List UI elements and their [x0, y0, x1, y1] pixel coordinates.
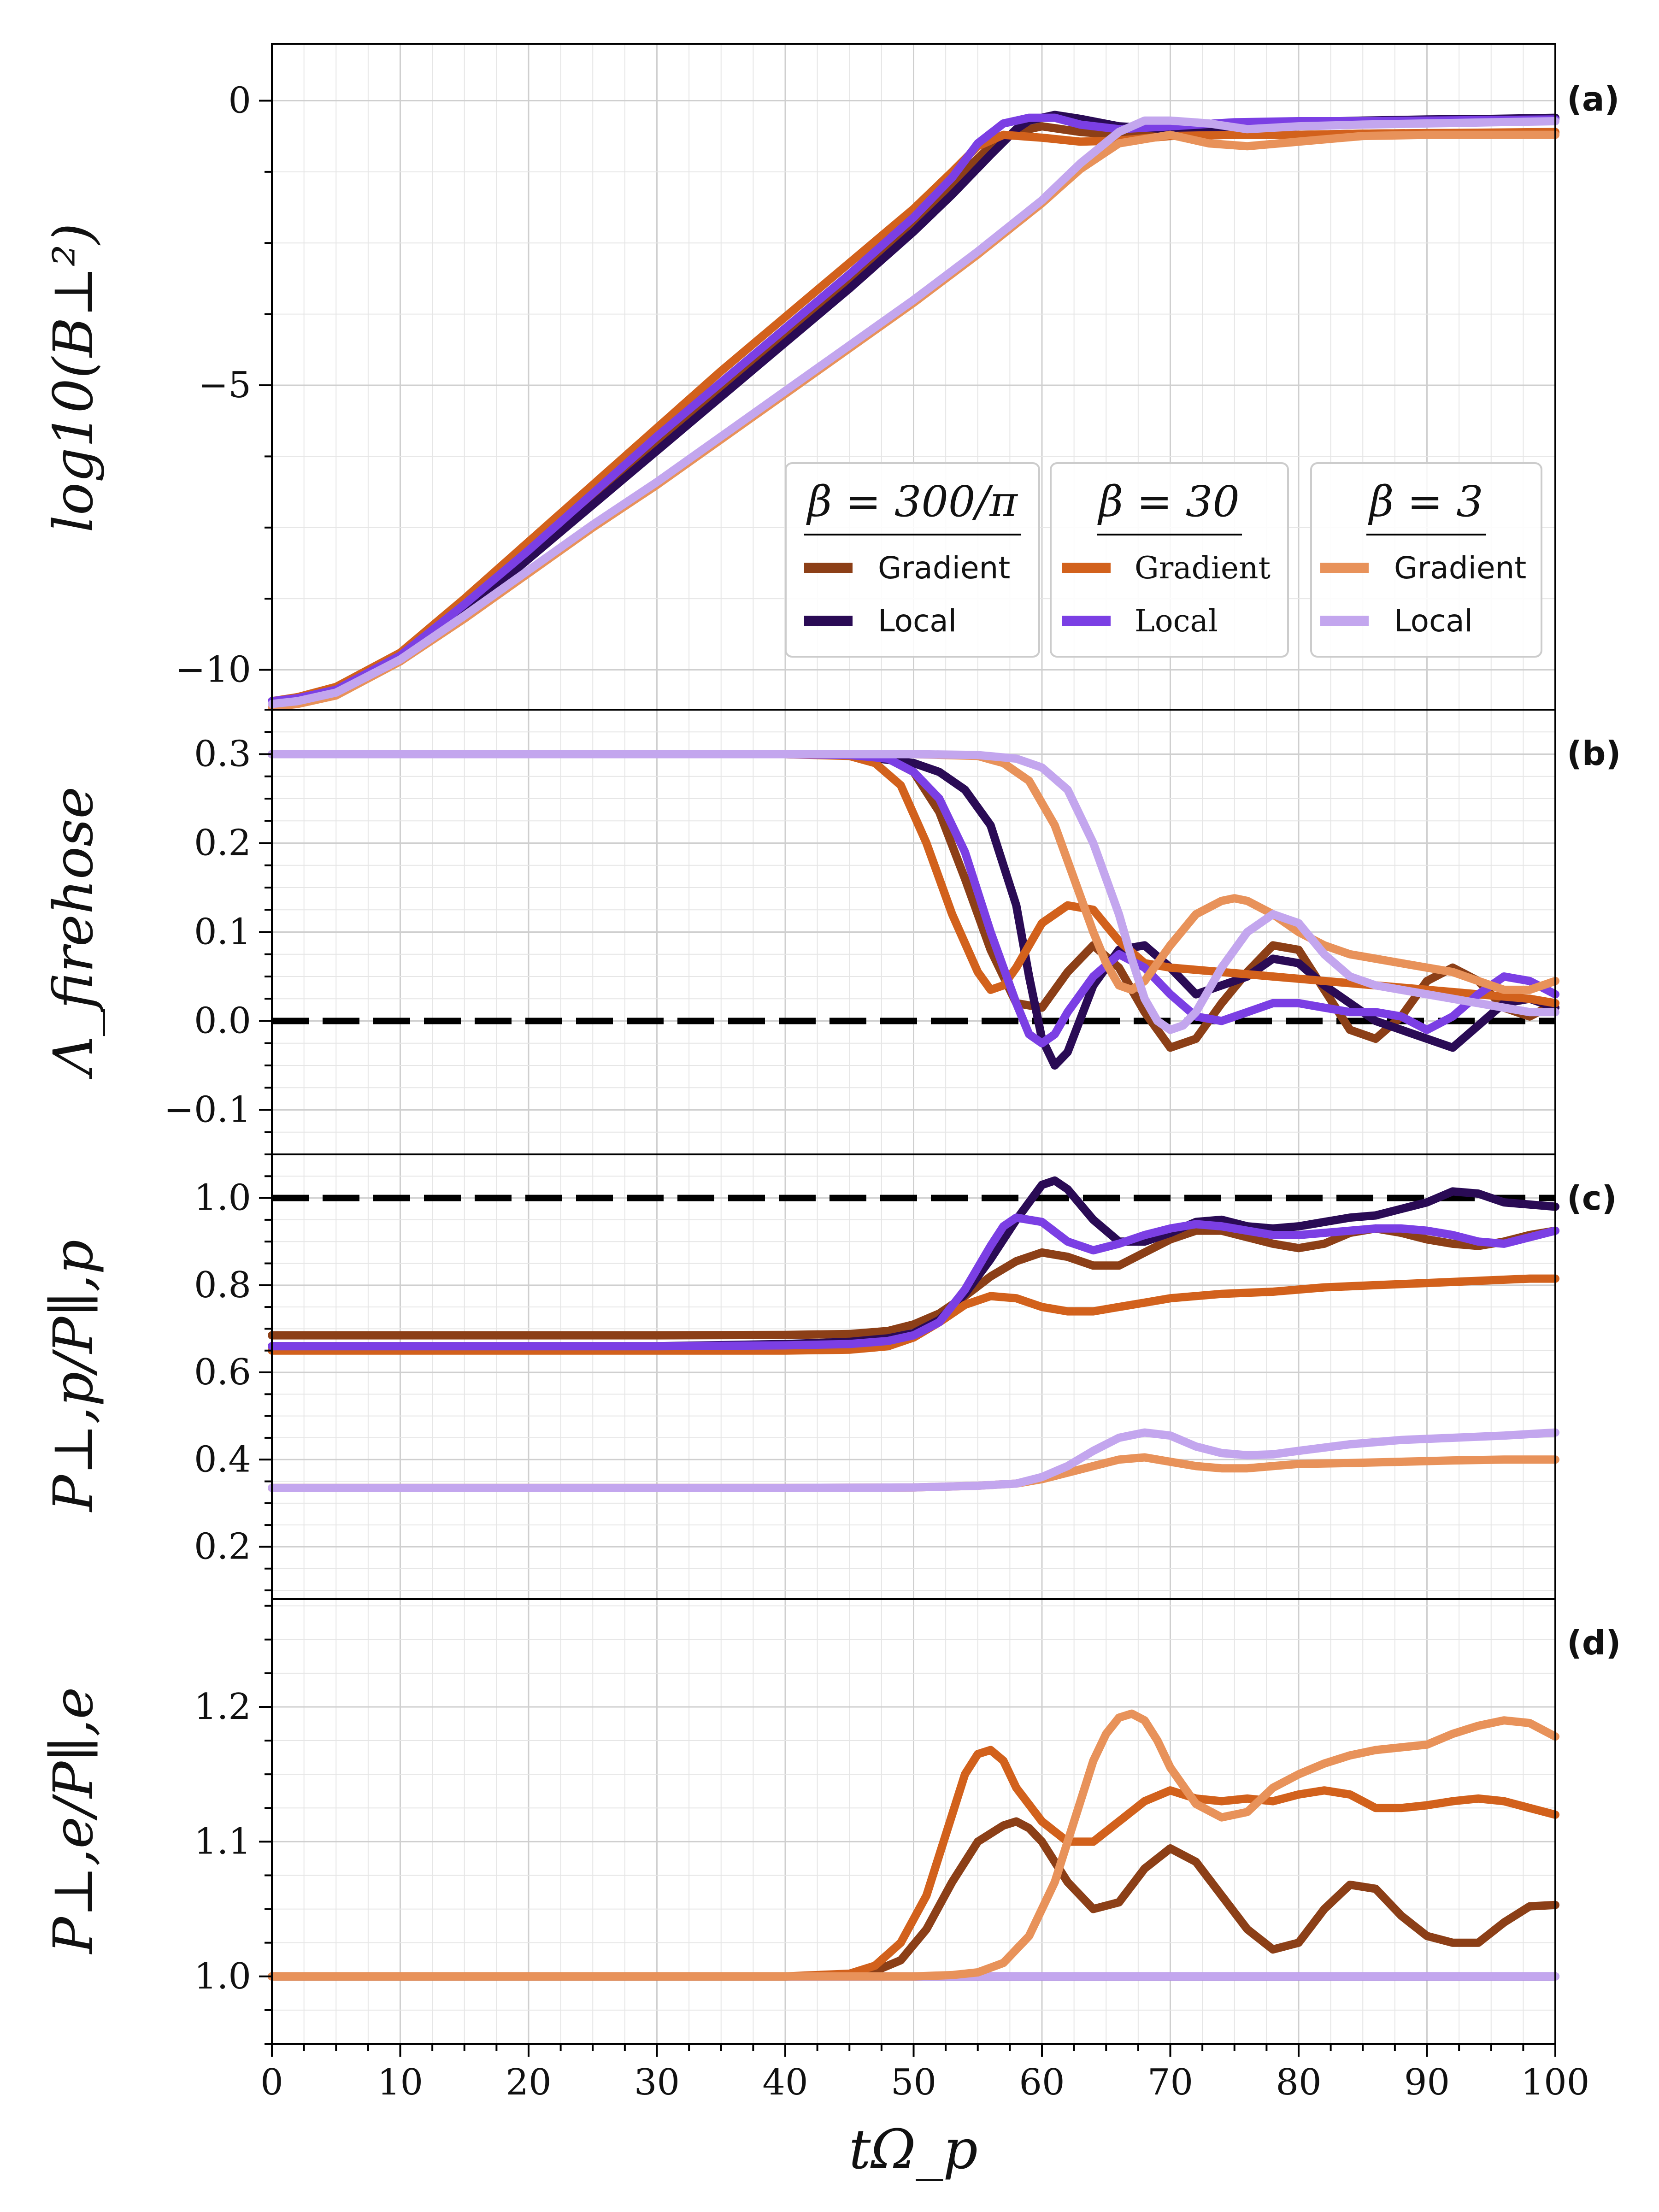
series-line-beta3-local: [268, 750, 1559, 1034]
panel-d-tag: (d): [1567, 1624, 1621, 1662]
x-tick-label: 0: [260, 2062, 283, 2103]
series-line-beta30-local: [268, 113, 1559, 706]
x-tick-label: 50: [891, 2062, 936, 2103]
legend-group-beta30: β = 30 Gradient Local: [1050, 462, 1289, 658]
panel-a-tag: (a): [1567, 80, 1619, 118]
x-tick-label: 60: [1019, 2062, 1065, 2103]
x-tick-label: 40: [762, 2062, 808, 2103]
legend-label: Gradient: [1394, 550, 1526, 586]
y-tick-label: 1.0: [194, 1956, 251, 1997]
series-line-beta30-local: [268, 1213, 1559, 1351]
y-tick-label: 0.6: [194, 1352, 251, 1393]
panel-a-series: [268, 111, 1559, 711]
legend-group-beta3: β = 3 Gradient Local: [1310, 462, 1542, 658]
x-tick-label: 20: [506, 2062, 551, 2103]
legend-group-beta300: β = 300/π Gradient Local: [785, 462, 1040, 658]
y-tick-label: 0.1: [194, 912, 251, 953]
panel-c-series: [268, 1176, 1559, 1492]
y-tick-label: 1.0: [194, 1177, 251, 1219]
panel-d: 1.0 1.1 1.2 (d) P⊥,e/P∥,e: [41, 1598, 1621, 2045]
x-axis-label: tΩ_p: [849, 2118, 978, 2181]
x-tick-label: 30: [634, 2062, 680, 2103]
y-tick-label: −5: [198, 365, 251, 406]
y-tick-label: 0.0: [194, 1000, 251, 1042]
panel-a-yticks: −10 −5 0: [175, 80, 272, 691]
panel-d-series: [268, 1709, 1559, 1981]
panel-b-tag: (b): [1567, 734, 1621, 773]
panel-c-yticks: 0.2 0.4 0.6 0.8 1.0: [194, 1153, 272, 1592]
x-tick-label: 100: [1521, 2062, 1590, 2103]
legend-box: [1050, 462, 1289, 658]
legend-group-title: β = 300/π: [806, 477, 1018, 526]
legend-label: Gradient: [878, 550, 1010, 586]
panel-c: 0.2 0.4 0.6 0.8 1.0 (c) P⊥,p/P∥,p: [41, 1153, 1617, 1600]
panel-b-series: [268, 750, 1559, 1070]
y-tick-label: 0.2: [194, 1526, 251, 1567]
y-tick-label: 0.3: [194, 734, 251, 775]
y-tick-label: −0.1: [164, 1089, 251, 1131]
legend-label: Local: [878, 603, 957, 639]
panel-b-yticks: −0.1 0.0 0.1 0.2 0.3: [164, 709, 272, 1133]
series-line-beta300-gradient: [268, 1224, 1559, 1340]
legend: β = 300/π Gradient Local β = 30 Gradient…: [785, 462, 1542, 658]
legend-label: Local: [1394, 603, 1473, 639]
series-line-beta3-local: [268, 116, 1559, 708]
y-tick-label: −10: [175, 649, 251, 691]
y-tick-label: 0.8: [194, 1265, 251, 1306]
panel-b-ylabel: Λ_firehose: [41, 787, 105, 1080]
series-line-beta3-gradient: [268, 1709, 1559, 1981]
legend-box: [785, 462, 1040, 658]
legend-label: Gradient: [1135, 550, 1271, 586]
y-tick-label: 0.4: [194, 1439, 251, 1480]
x-tick-label: 10: [377, 2062, 423, 2103]
series-line-beta3-local: [268, 1428, 1559, 1492]
x-tick-label: 80: [1276, 2062, 1321, 2103]
panel-b: −0.1 0.0 0.1 0.2 0.3 (b) Λ_firehose: [41, 709, 1621, 1155]
y-tick-label: 0: [228, 80, 251, 122]
y-tick-label: 1.1: [194, 1821, 251, 1862]
x-tick-label: 70: [1147, 2062, 1193, 2103]
x-axis: 0 10 20 30 40 50 60 70 80 90 100: [260, 2044, 1589, 2103]
panel-a-ylabel: log10(B⊥²): [41, 223, 105, 533]
panel-c-tag: (c): [1567, 1179, 1617, 1218]
series-line-beta30-gradient: [268, 1274, 1559, 1355]
legend-label: Local: [1135, 603, 1218, 639]
x-tick-label: 90: [1404, 2062, 1450, 2103]
legend-group-title: β = 30: [1097, 477, 1240, 526]
panel-c-grid: [271, 1154, 1556, 1599]
series-line-beta30-gradient: [268, 1746, 1559, 1981]
y-tick-label: 0.2: [194, 823, 251, 864]
y-tick-label: 1.2: [194, 1686, 251, 1728]
legend-box: [1310, 462, 1542, 658]
panel-d-yticks: 1.0 1.1 1.2: [194, 1605, 272, 2045]
legend-group-title: β = 3: [1368, 477, 1483, 526]
panel-c-ylabel: P⊥,p/P∥,p: [41, 1240, 105, 1512]
panel-d-ylabel: P⊥,e/P∥,e: [41, 1687, 105, 1955]
